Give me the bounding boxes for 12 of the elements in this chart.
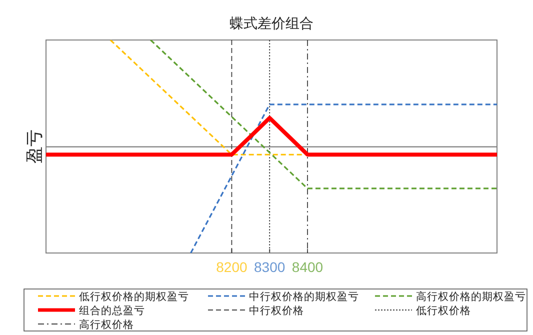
legend-label: 中行权价格的期权盈亏 (249, 290, 359, 303)
legend-label: 低行权价格的期权盈亏 (79, 291, 189, 303)
legend-label: 低行权价格 (416, 305, 471, 317)
legend-label: 高行权价格 (79, 318, 134, 331)
chart-title: 蝶式差价组合 (230, 16, 314, 32)
y-axis-title: 盈亏 (25, 130, 44, 164)
legend-label: 中行权价格 (249, 304, 304, 317)
legend-label: 组合的总盈亏 (79, 304, 145, 317)
x-tick-label: 8200 (216, 259, 248, 275)
x-tick-label: 8400 (292, 259, 324, 275)
x-tick-label: 8300 (254, 259, 286, 275)
legend-label: 高行权价格的期权盈亏 (416, 290, 526, 303)
